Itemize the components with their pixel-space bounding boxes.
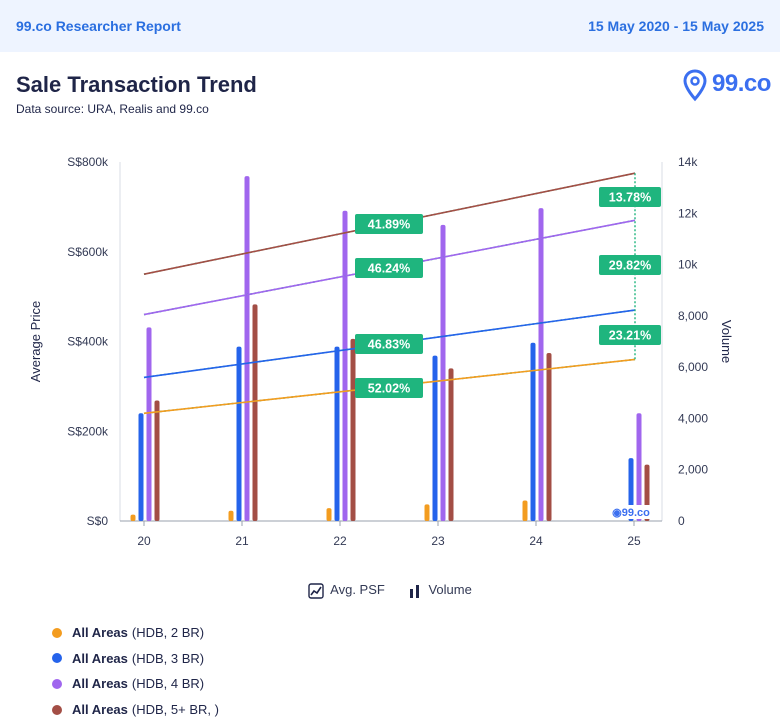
watermark-bg [610,505,652,519]
chart-mode-legend: Avg. PSF Volume [0,582,780,599]
y-right-axis-label: Volume [719,320,734,363]
y-right-tick-label: 2,000 [678,463,708,477]
x-tick-label: 20 [137,534,151,548]
trend-change-label: 41.89% [368,218,410,232]
legend-volume-label: Volume [428,582,472,598]
series-detail: (HDB, 4 BR) [131,676,205,692]
volume-bar [546,353,552,521]
end-change-label-bg [599,255,661,275]
y-right-tick-label: 6,000 [678,360,708,374]
volume-bar [244,176,250,521]
trend-change-label: 46.83% [368,338,410,352]
series-name: All Areas [72,702,128,718]
volume-bar [342,210,348,521]
series-color-dot [52,678,62,689]
end-change-label: 29.82% [609,259,651,273]
volume-bar [334,346,340,521]
volume-bar [228,510,234,521]
volume-bar [326,508,332,521]
legend-avg-psf-label: Avg. PSF [330,582,385,598]
report-brand: 99.co Researcher Report [16,18,181,34]
sale-transaction-chart: S$0 S$200k S$400k S$600k S$800k 0 2,000 4,000 6,… [28,155,734,548]
chart-title: Sale Transaction Trend [16,72,257,97]
bar-chart-icon [410,584,420,598]
series-color-dot [52,627,62,638]
trend-change-label-bg [355,214,423,234]
99co-logo [683,69,707,102]
volume-bar [236,346,242,521]
y-left-tick-label: S$200k [67,424,109,438]
series-legend-item[interactable]: All Areas (HDB, 3 BR) [52,646,219,672]
data-source: Data source: URA, Realis and 99.co [16,102,209,116]
trend-change-label: 46.24% [368,262,410,276]
volume-bar [440,224,446,521]
y-right-tick-label: 4,000 [678,411,708,425]
series-name: All Areas [72,676,128,692]
location-pin-icon [683,69,707,102]
y-left-tick-label: S$400k [67,335,109,349]
trend-change-label-bg [355,334,423,354]
series-detail: (HDB, 5+ BR, ) [131,702,219,718]
volume-bar [138,413,144,521]
series-color-dot [52,704,62,715]
y-left-tick-label: S$800k [67,155,109,169]
volume-bar [130,514,136,521]
volume-bar [530,342,536,521]
volume-bar [146,327,152,521]
logo-text: 99.co [712,70,771,97]
volume-bar [432,355,438,521]
volume-bar [538,208,544,521]
y-right-tick-label: 12k [678,206,698,220]
trend-change-label-bg [355,258,423,278]
legend-avg-psf[interactable]: Avg. PSF [308,582,385,599]
y-left-tick-label: S$600k [67,245,109,259]
x-tick-label: 21 [235,534,249,548]
series-name: All Areas [72,625,128,641]
report-header: 99.co Researcher Report 15 May 2020 - 15… [0,0,780,52]
volume-bar [154,400,160,521]
end-change-label-bg [599,187,661,207]
volume-bar [252,304,258,521]
series-detail: (HDB, 3 BR) [131,650,205,666]
y-right-tick-label: 14k [678,155,698,169]
report-date-range: 15 May 2020 - 15 May 2025 [588,18,764,34]
y-left-axis-label: Average Price [28,301,43,382]
legend-volume[interactable]: Volume [408,582,472,599]
trend-change-label-bg [355,378,423,398]
x-tick-label: 25 [627,534,641,548]
end-change-label-bg [599,325,661,345]
end-change-label: 13.78% [609,191,651,205]
volume-bar [522,500,528,521]
y-left-tick-label: S$0 [87,514,109,528]
end-change-label: 23.21% [609,329,651,343]
series-name: All Areas [72,650,128,666]
volume-bar [448,368,454,521]
volume-bar [350,338,356,521]
series-legend: All Areas (HDB, 2 BR) All Areas (HDB, 3 … [52,620,219,722]
series-legend-item[interactable]: All Areas (HDB, 5+ BR, ) [52,697,219,723]
y-right-tick-label: 0 [678,514,685,528]
x-tick-label: 22 [333,534,347,548]
series-color-dot [52,653,62,664]
x-tick-label: 24 [529,534,543,548]
volume-bar [636,413,642,521]
y-right-tick-label: 8,000 [678,309,708,323]
y-right-tick-label: 10k [678,258,698,272]
series-legend-item[interactable]: All Areas (HDB, 2 BR) [52,620,219,646]
trend-change-label: 52.02% [368,382,410,396]
line-chart-icon [308,583,324,599]
volume-bar [424,504,430,521]
series-legend-item[interactable]: All Areas (HDB, 4 BR) [52,671,219,697]
series-detail: (HDB, 2 BR) [131,625,205,641]
x-tick-label: 23 [431,534,445,548]
watermark: ◉99.co [612,507,650,519]
